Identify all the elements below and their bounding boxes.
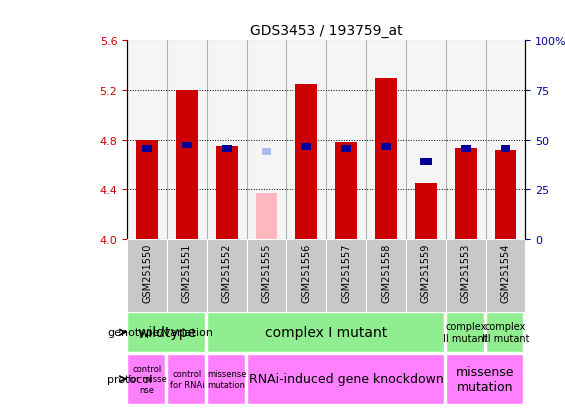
Bar: [446, 313, 484, 352]
Bar: [406, 41, 446, 240]
Bar: [167, 240, 207, 312]
Bar: [142, 146, 152, 153]
Bar: [335, 143, 357, 240]
Bar: [461, 146, 471, 153]
Bar: [136, 140, 158, 240]
Bar: [327, 240, 366, 312]
Bar: [167, 41, 207, 240]
Bar: [486, 313, 523, 352]
Text: RNAi-induced gene knockdown: RNAi-induced gene knockdown: [249, 373, 444, 385]
Bar: [501, 146, 510, 153]
Bar: [406, 240, 446, 312]
Text: missense
mutation: missense mutation: [207, 369, 246, 389]
Bar: [247, 354, 444, 404]
Bar: [216, 147, 238, 240]
Text: GSM251554: GSM251554: [501, 243, 511, 302]
Text: missense
mutation: missense mutation: [457, 365, 515, 393]
Bar: [415, 184, 437, 240]
Bar: [207, 354, 245, 404]
Text: genotype/variation: genotype/variation: [107, 328, 213, 337]
Text: control
for RNAi: control for RNAi: [170, 369, 204, 389]
Bar: [486, 41, 525, 240]
Bar: [246, 240, 286, 312]
Text: GSM251559: GSM251559: [421, 243, 431, 302]
Bar: [182, 142, 192, 149]
Text: GSM251555: GSM251555: [262, 243, 272, 302]
Bar: [446, 240, 486, 312]
Bar: [207, 313, 444, 352]
Text: GSM251556: GSM251556: [301, 243, 311, 302]
Bar: [255, 194, 277, 240]
Bar: [207, 240, 247, 312]
Bar: [127, 240, 167, 312]
Bar: [446, 41, 486, 240]
Text: complex
II mutant: complex II mutant: [444, 322, 488, 343]
Bar: [446, 354, 523, 404]
Bar: [127, 41, 167, 240]
Text: GSM251552: GSM251552: [221, 243, 232, 302]
Bar: [486, 240, 525, 312]
Bar: [302, 144, 311, 150]
Bar: [455, 149, 477, 240]
Bar: [381, 144, 391, 150]
Bar: [420, 159, 432, 165]
Text: protocol: protocol: [107, 374, 153, 384]
Text: GSM251553: GSM251553: [460, 243, 471, 302]
Bar: [262, 148, 271, 155]
Bar: [127, 354, 165, 404]
Bar: [286, 41, 327, 240]
Text: control
for misse
nse: control for misse nse: [128, 364, 167, 394]
Text: wildtype: wildtype: [137, 325, 197, 339]
Title: GDS3453 / 193759_at: GDS3453 / 193759_at: [250, 24, 403, 38]
Bar: [246, 41, 286, 240]
Bar: [375, 78, 397, 240]
Text: GSM251551: GSM251551: [182, 243, 192, 302]
Bar: [207, 41, 247, 240]
Text: complex
III mutant: complex III mutant: [482, 322, 529, 343]
Bar: [494, 150, 516, 240]
Text: GSM251557: GSM251557: [341, 243, 351, 302]
Bar: [341, 146, 351, 153]
Bar: [286, 240, 327, 312]
Text: complex I mutant: complex I mutant: [265, 325, 388, 339]
Bar: [222, 146, 232, 153]
Bar: [366, 41, 406, 240]
Bar: [127, 313, 205, 352]
Bar: [366, 240, 406, 312]
Text: GSM251550: GSM251550: [142, 243, 152, 302]
Bar: [176, 91, 198, 240]
Bar: [295, 85, 318, 240]
Bar: [327, 41, 366, 240]
Bar: [167, 354, 205, 404]
Text: GSM251558: GSM251558: [381, 243, 391, 302]
